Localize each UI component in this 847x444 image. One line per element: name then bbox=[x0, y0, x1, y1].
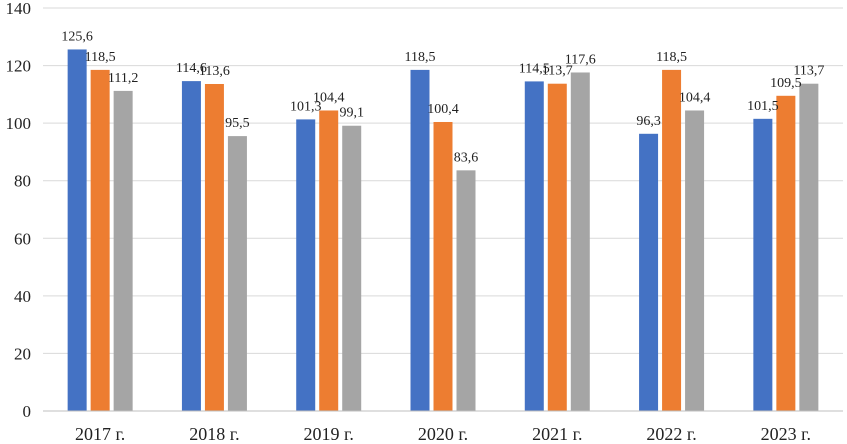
data-label: 96,3 bbox=[636, 114, 661, 129]
bar bbox=[227, 136, 247, 411]
data-label: 101,5 bbox=[747, 99, 779, 114]
bar bbox=[776, 95, 796, 412]
data-label: 114,6 bbox=[176, 61, 207, 76]
data-label: 118,5 bbox=[85, 50, 116, 65]
data-label: 99,1 bbox=[339, 106, 364, 121]
x-category-label: 2017 г. bbox=[75, 424, 125, 444]
x-category-label: 2019 г. bbox=[304, 424, 354, 444]
y-tick-label: 40 bbox=[14, 287, 31, 306]
bar bbox=[319, 110, 339, 411]
data-label: 100,4 bbox=[427, 102, 459, 117]
data-label: 117,6 bbox=[565, 52, 596, 67]
bar bbox=[67, 49, 87, 412]
x-axis-categories: 2017 г. 2018 г. 2019 г. 2020 г. 2021 г. 2022 … bbox=[75, 424, 811, 444]
y-tick-label: 100 bbox=[6, 114, 32, 133]
bar bbox=[90, 69, 110, 411]
x-category-label: 2022 г. bbox=[646, 424, 696, 444]
data-label: 114,5 bbox=[519, 61, 550, 76]
x-category-label: 2020 г. bbox=[418, 424, 468, 444]
data-labels: 125,6118,5111,2114,6113,695,5101,3104,49… bbox=[61, 29, 824, 165]
data-label: 113,6 bbox=[199, 64, 230, 79]
bar bbox=[181, 81, 201, 411]
bar bbox=[296, 119, 316, 412]
x-category-label: 2018 г. bbox=[189, 424, 239, 444]
bars bbox=[67, 49, 819, 412]
bar bbox=[524, 81, 544, 412]
bar bbox=[799, 83, 819, 412]
y-tick-label: 80 bbox=[14, 172, 31, 191]
data-label: 113,7 bbox=[542, 64, 573, 79]
bar bbox=[570, 72, 590, 411]
data-label: 113,7 bbox=[793, 64, 824, 79]
y-tick-label: 140 bbox=[6, 0, 32, 18]
bar bbox=[639, 133, 659, 411]
bar bbox=[753, 118, 773, 411]
bar bbox=[342, 125, 362, 411]
data-label: 111,2 bbox=[108, 71, 138, 86]
data-label: 95,5 bbox=[225, 116, 250, 131]
data-label: 104,4 bbox=[679, 90, 711, 105]
bar bbox=[433, 121, 453, 412]
data-label: 101,3 bbox=[290, 99, 322, 114]
bar bbox=[662, 69, 682, 411]
bar bbox=[685, 110, 705, 411]
y-axis-ticks: 0 20 40 60 80 100 120 140 bbox=[6, 0, 32, 421]
bar bbox=[204, 83, 224, 411]
y-tick-label: 60 bbox=[14, 229, 31, 248]
bar bbox=[113, 90, 133, 411]
data-label: 104,4 bbox=[313, 90, 345, 105]
y-tick-label: 120 bbox=[6, 57, 32, 76]
data-label: 118,5 bbox=[405, 50, 436, 65]
bar bbox=[547, 83, 567, 412]
data-label: 125,6 bbox=[61, 29, 93, 44]
x-category-label: 2021 г. bbox=[532, 424, 582, 444]
bar bbox=[410, 69, 430, 411]
data-label: 83,6 bbox=[454, 150, 479, 165]
data-label: 109,5 bbox=[770, 76, 802, 91]
y-tick-label: 20 bbox=[14, 344, 31, 363]
bar bbox=[456, 170, 476, 411]
y-tick-label: 0 bbox=[23, 402, 32, 421]
data-label: 118,5 bbox=[656, 50, 687, 65]
x-category-label: 2023 г. bbox=[761, 424, 811, 444]
